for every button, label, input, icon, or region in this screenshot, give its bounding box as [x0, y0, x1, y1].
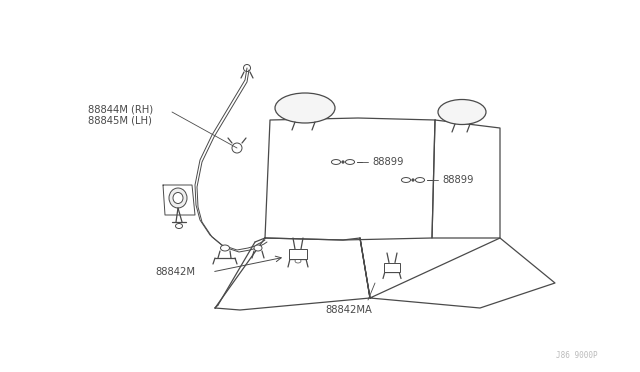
Text: 88842M: 88842M [155, 267, 195, 277]
Ellipse shape [175, 224, 182, 228]
Ellipse shape [342, 161, 344, 163]
Ellipse shape [254, 245, 262, 251]
Text: 88845M (LH): 88845M (LH) [88, 115, 152, 125]
Ellipse shape [415, 177, 424, 182]
Ellipse shape [169, 188, 187, 208]
Text: J86 9000P: J86 9000P [556, 351, 598, 360]
Ellipse shape [346, 160, 355, 164]
Ellipse shape [412, 179, 414, 181]
Text: 88842MA: 88842MA [325, 305, 372, 315]
Text: 88844M (RH): 88844M (RH) [88, 104, 153, 114]
Ellipse shape [275, 93, 335, 123]
Ellipse shape [401, 177, 410, 182]
Ellipse shape [173, 192, 183, 203]
Text: 88899: 88899 [442, 175, 474, 185]
Ellipse shape [243, 64, 250, 71]
Ellipse shape [438, 99, 486, 125]
Ellipse shape [295, 259, 301, 263]
FancyBboxPatch shape [384, 263, 400, 272]
Ellipse shape [332, 160, 340, 164]
Text: 88899: 88899 [372, 157, 403, 167]
FancyBboxPatch shape [289, 249, 307, 259]
Ellipse shape [232, 143, 242, 153]
Ellipse shape [221, 245, 230, 251]
